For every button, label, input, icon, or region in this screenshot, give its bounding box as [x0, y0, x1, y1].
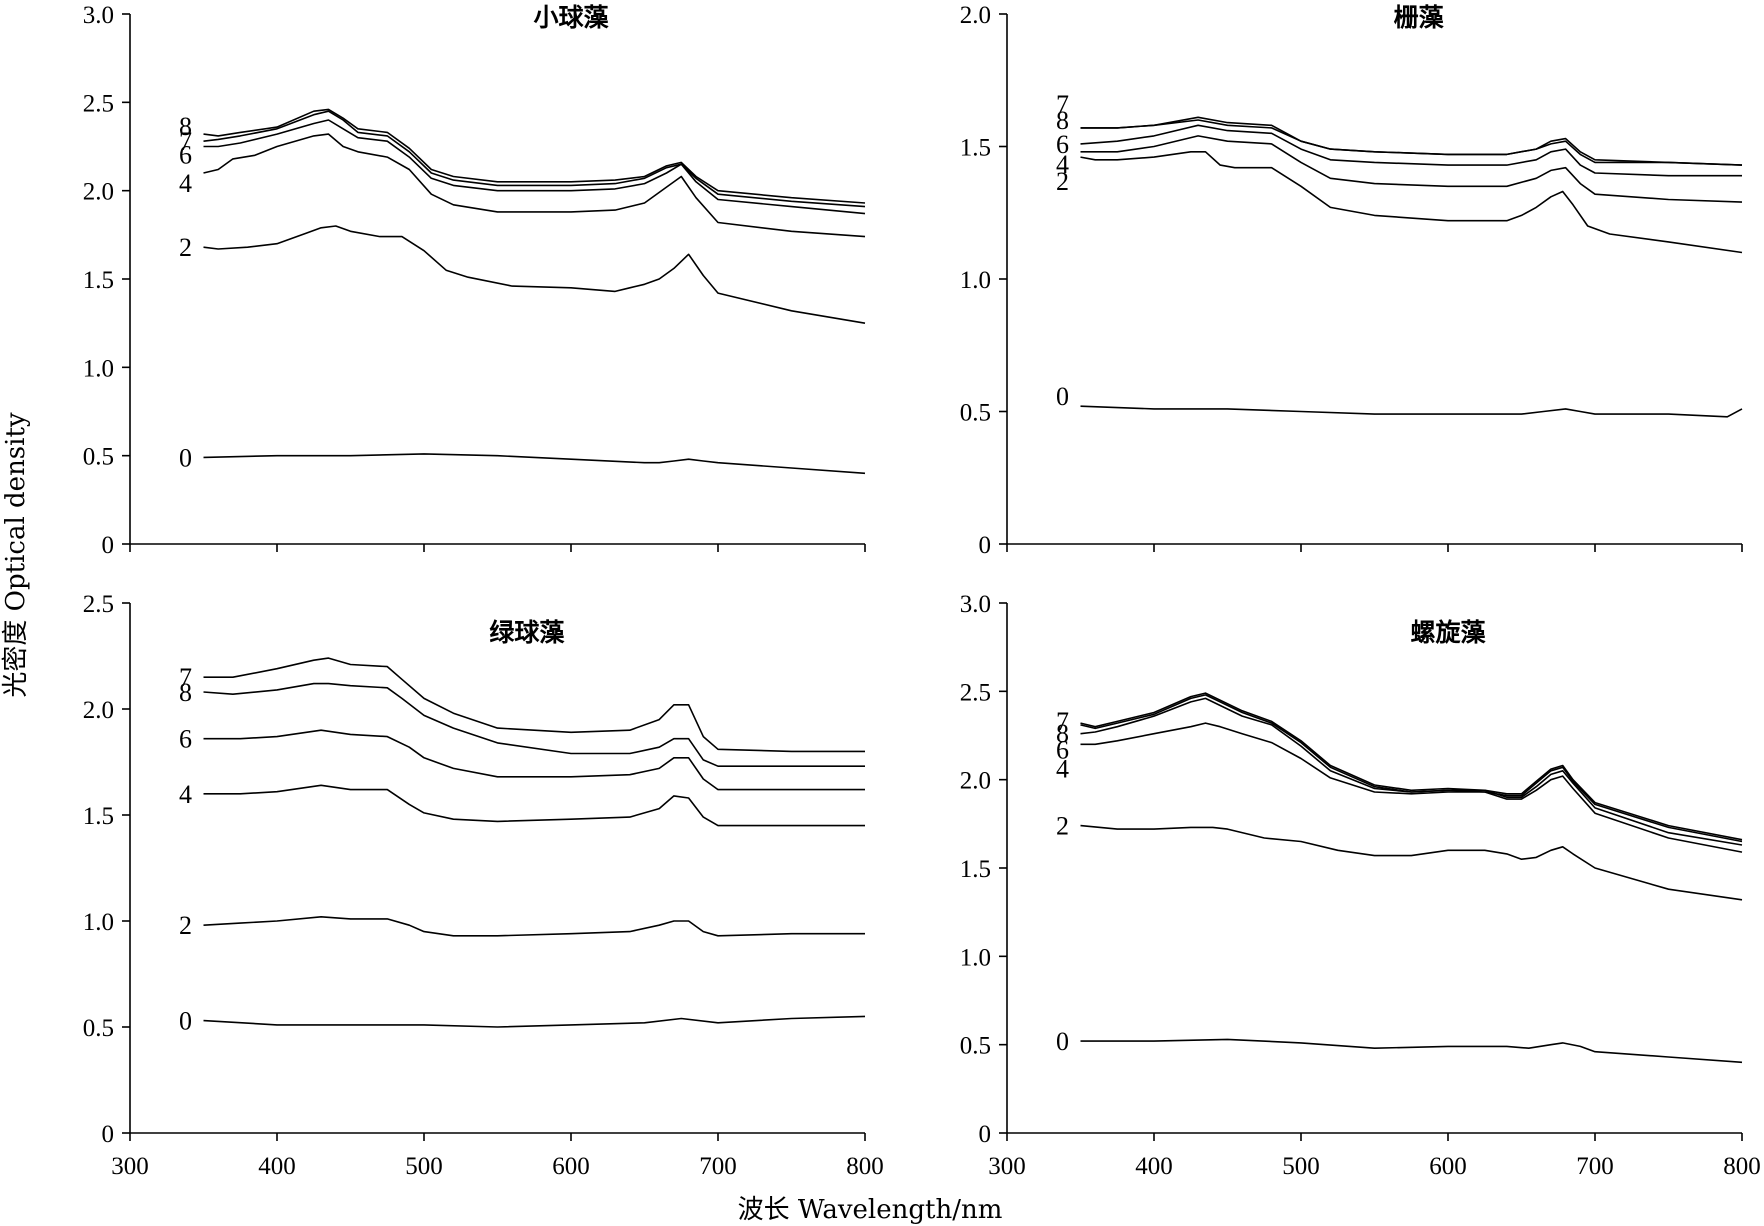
series-line-6 [203, 729, 865, 791]
y-tick-label: 1.0 [83, 909, 114, 936]
series-line-2 [203, 916, 865, 937]
y-tick-label: 1.0 [960, 267, 991, 294]
y-tick-label: 2.0 [83, 179, 114, 206]
y-tick-label: 0.5 [83, 1015, 114, 1042]
x-tick-label: 300 [111, 1153, 149, 1180]
series-line-2 [1080, 824, 1743, 901]
series-line-7 [203, 110, 866, 208]
y-tick-label: 0.5 [960, 400, 991, 427]
series-line-4 [1080, 722, 1743, 853]
series-line-8 [1080, 694, 1743, 843]
series-label-2: 2 [1056, 167, 1069, 196]
series-line-7 [203, 657, 865, 753]
y-tick-label: 2.0 [83, 697, 114, 724]
series-line-0 [203, 453, 866, 475]
series-label-7: 7 [179, 127, 192, 156]
y-tick-label: 2.0 [960, 2, 991, 29]
x-tick-label: 600 [552, 1153, 590, 1180]
series-line-4 [1080, 135, 1743, 203]
series-label-8: 8 [1056, 719, 1069, 748]
series-label-7: 7 [1056, 707, 1069, 736]
chart-panels: 00.51.01.52.02.53.0 小球藻87642000.51.01.52.… [83, 2, 1761, 1180]
chart-panel-4: 0 0.5 1.0 1.5 2.0 2.5 3.0 300 400 500 600 700 800 螺旋藻… [960, 591, 1761, 1180]
series-line-8 [203, 682, 865, 767]
y-tick-label: 0 [102, 1121, 115, 1148]
series-line-4 [203, 784, 865, 827]
series-label-6: 6 [1056, 736, 1069, 765]
series-line-6 [1080, 124, 1742, 177]
x-tick-label: 300 [988, 1153, 1026, 1180]
chart-panel-3: 0 0.5 1.0 1.5 2.0 2.5 300 400 500 600 700 800 绿球藻 78 6… [83, 591, 884, 1180]
series-line-2 [1080, 151, 1743, 254]
x-tick-label: 400 [258, 1153, 296, 1180]
series-line-0 [1080, 405, 1743, 418]
series-label-0: 0 [1056, 382, 1069, 411]
y-tick-label: 2.0 [960, 768, 991, 795]
y-tick-label: 0 [979, 532, 992, 559]
series-label-4: 4 [179, 780, 192, 809]
series-label-4: 4 [1056, 754, 1069, 783]
series-label-4: 4 [1056, 150, 1069, 179]
panel-title: 螺旋藻 [1410, 618, 1486, 647]
series-label-6: 6 [1056, 130, 1069, 159]
series-line-7 [1080, 116, 1743, 166]
series-line-6 [1080, 697, 1743, 846]
y-tick-label: 1.5 [83, 803, 114, 830]
y-tick-label: 0.5 [960, 1033, 991, 1060]
x-tick-label: 600 [1429, 1153, 1467, 1180]
series-line-2 [203, 225, 866, 324]
series-label-0: 0 [179, 443, 192, 472]
series-line-0 [1080, 1038, 1743, 1064]
y-tick-label: 1.5 [83, 267, 114, 294]
x-tick-label: 500 [1282, 1153, 1320, 1180]
series-label-6: 6 [179, 141, 192, 170]
series-label-4: 4 [179, 169, 192, 198]
x-tick-label: 500 [405, 1153, 443, 1180]
series-label-8: 8 [1056, 106, 1069, 135]
x-axis-title: 波长 Wavelength/nm [738, 1195, 1003, 1225]
panel-title: 绿球藻 [489, 618, 565, 647]
series-label-2: 2 [179, 911, 192, 940]
y-tick-label: 1.0 [960, 944, 991, 971]
x-tick-label: 800 [1723, 1153, 1761, 1180]
series-line-7 [1080, 692, 1743, 841]
x-tick-label: 700 [1576, 1153, 1614, 1180]
x-tick-label: 400 [1135, 1153, 1173, 1180]
series-label-0: 0 [1056, 1027, 1069, 1056]
x-tick-label: 700 [699, 1153, 737, 1180]
series-line-6 [203, 119, 866, 215]
y-tick-label: 1.0 [83, 355, 114, 382]
y-axis-title: 光密度 Optical density [1, 412, 31, 698]
series-label-7: 7 [179, 663, 192, 692]
panel-title: 小球藻 [533, 3, 609, 32]
series-label-2: 2 [1056, 812, 1069, 841]
series-label-6: 6 [179, 725, 192, 754]
series-label-7: 7 [1056, 90, 1069, 119]
y-tick-label: 2.5 [960, 679, 991, 706]
series-line-4 [203, 133, 866, 238]
series-label-0: 0 [179, 1007, 192, 1036]
series-line-0 [203, 1015, 866, 1028]
y-tick-label: 1.5 [960, 135, 991, 162]
y-tick-label: 0.5 [83, 444, 114, 471]
series-line-8 [203, 108, 866, 204]
series-label-8: 8 [179, 112, 192, 141]
y-tick-label: 3.0 [960, 591, 991, 618]
y-tick-label: 3.0 [83, 2, 114, 29]
panel-title: 栅藻 [1394, 3, 1445, 32]
y-tick-label: 0 [102, 532, 115, 559]
y-tick-label: 2.5 [83, 90, 114, 117]
x-tick-label: 800 [846, 1153, 884, 1180]
series-label-2: 2 [179, 233, 192, 262]
series-line-8 [1080, 119, 1743, 166]
y-tick-label: 1.5 [960, 856, 991, 883]
series-label-8: 8 [179, 678, 192, 707]
y-tick-label: 0 [979, 1121, 992, 1148]
y-tick-label: 2.5 [83, 591, 114, 618]
